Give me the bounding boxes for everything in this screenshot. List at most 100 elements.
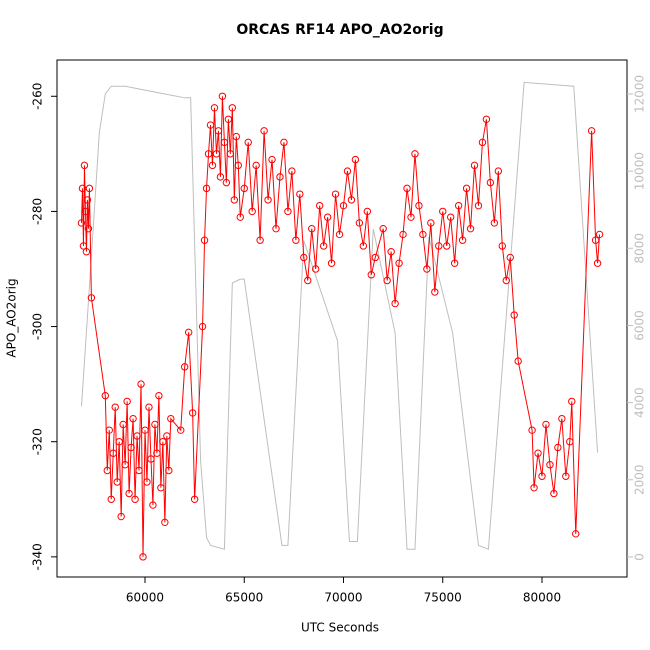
data-point <box>218 92 227 100</box>
data-point <box>85 184 94 193</box>
y2-tick-label: 8000 <box>633 233 647 264</box>
data-point <box>562 472 570 480</box>
y-axis-label: APO_AO2orig <box>5 278 19 357</box>
data-point <box>123 397 131 406</box>
y2-tick-label: 6000 <box>633 310 647 341</box>
data-point <box>210 104 219 112</box>
data-point <box>101 391 109 400</box>
data-point <box>165 466 173 475</box>
data-point <box>109 449 117 457</box>
data-point <box>323 213 332 221</box>
data-point <box>367 271 375 279</box>
data-point <box>439 207 447 216</box>
plot-frame <box>56 59 628 578</box>
data-point <box>77 219 86 227</box>
data-point <box>248 207 256 216</box>
data-point <box>542 420 550 429</box>
data-point <box>145 403 153 411</box>
data-point <box>113 478 121 486</box>
data-point <box>327 259 336 267</box>
data-point <box>593 259 602 267</box>
data-point <box>208 161 217 170</box>
data-point <box>84 224 93 233</box>
data-point <box>151 420 159 429</box>
data-point <box>399 230 407 239</box>
data-point <box>83 196 92 204</box>
y-tick-label: -300 <box>31 313 45 340</box>
data-point <box>528 426 536 434</box>
y2-tick-label: 10000 <box>633 152 647 190</box>
data-point <box>423 265 431 273</box>
data-point <box>486 178 495 187</box>
data-point <box>554 443 562 452</box>
data-point <box>137 380 145 388</box>
data-point <box>226 150 235 158</box>
data-point <box>431 288 439 296</box>
data-point <box>184 328 193 337</box>
data-point <box>244 138 252 147</box>
data-point <box>343 167 352 175</box>
data-point <box>359 242 368 250</box>
data-point <box>149 501 157 509</box>
x-tick-label: 60000 <box>126 591 164 605</box>
data-point <box>347 196 356 204</box>
data-point <box>260 127 268 135</box>
data-point <box>427 219 435 227</box>
data-point <box>280 138 288 147</box>
y2-tick-label: 2000 <box>633 464 647 495</box>
data-point <box>177 426 185 434</box>
data-point <box>288 167 296 175</box>
data-point <box>319 242 328 250</box>
data-point <box>167 414 175 423</box>
data-point <box>296 190 304 198</box>
data-point <box>236 213 244 221</box>
x-tick-label: 65000 <box>225 591 263 605</box>
data-point <box>204 150 213 158</box>
data-point <box>80 161 89 170</box>
data-point <box>272 224 280 233</box>
data-point <box>490 219 499 227</box>
data-point <box>482 115 491 123</box>
data-point <box>224 115 233 123</box>
y-tick-label: -280 <box>31 198 45 225</box>
data-point <box>470 161 479 170</box>
data-point <box>546 461 554 469</box>
data-point <box>111 403 119 411</box>
data-point <box>198 322 207 331</box>
data-point <box>252 161 260 170</box>
chart-title: ORCAS RF14 APO_AO2orig <box>236 22 443 38</box>
data-point <box>240 184 248 193</box>
data-point <box>530 484 538 492</box>
data-point <box>163 432 171 440</box>
data-point <box>572 530 580 538</box>
data-point <box>161 518 169 527</box>
data-point <box>351 155 360 164</box>
data-point <box>264 196 272 204</box>
data-point <box>119 420 127 429</box>
data-point <box>371 253 379 262</box>
data-point <box>458 236 467 244</box>
data-point <box>284 207 292 216</box>
data-point <box>180 363 189 371</box>
data-point <box>534 449 542 457</box>
data-point <box>127 443 135 452</box>
data-point <box>256 236 264 244</box>
data-point <box>450 259 459 267</box>
data-point <box>188 409 197 417</box>
data-point <box>81 207 90 216</box>
data-point <box>510 311 518 319</box>
data-point <box>135 466 143 475</box>
data-point <box>155 391 163 400</box>
data-point <box>595 230 604 239</box>
series-line <box>80 81 599 550</box>
y-tick-label: -340 <box>31 543 45 570</box>
data-point <box>143 478 151 486</box>
data-point <box>478 138 487 147</box>
data-point <box>391 299 399 308</box>
data-point <box>82 248 91 256</box>
data-point <box>383 276 391 285</box>
data-point <box>466 224 475 233</box>
data-point <box>558 414 566 423</box>
data-point <box>103 466 111 475</box>
data-point <box>568 397 576 406</box>
